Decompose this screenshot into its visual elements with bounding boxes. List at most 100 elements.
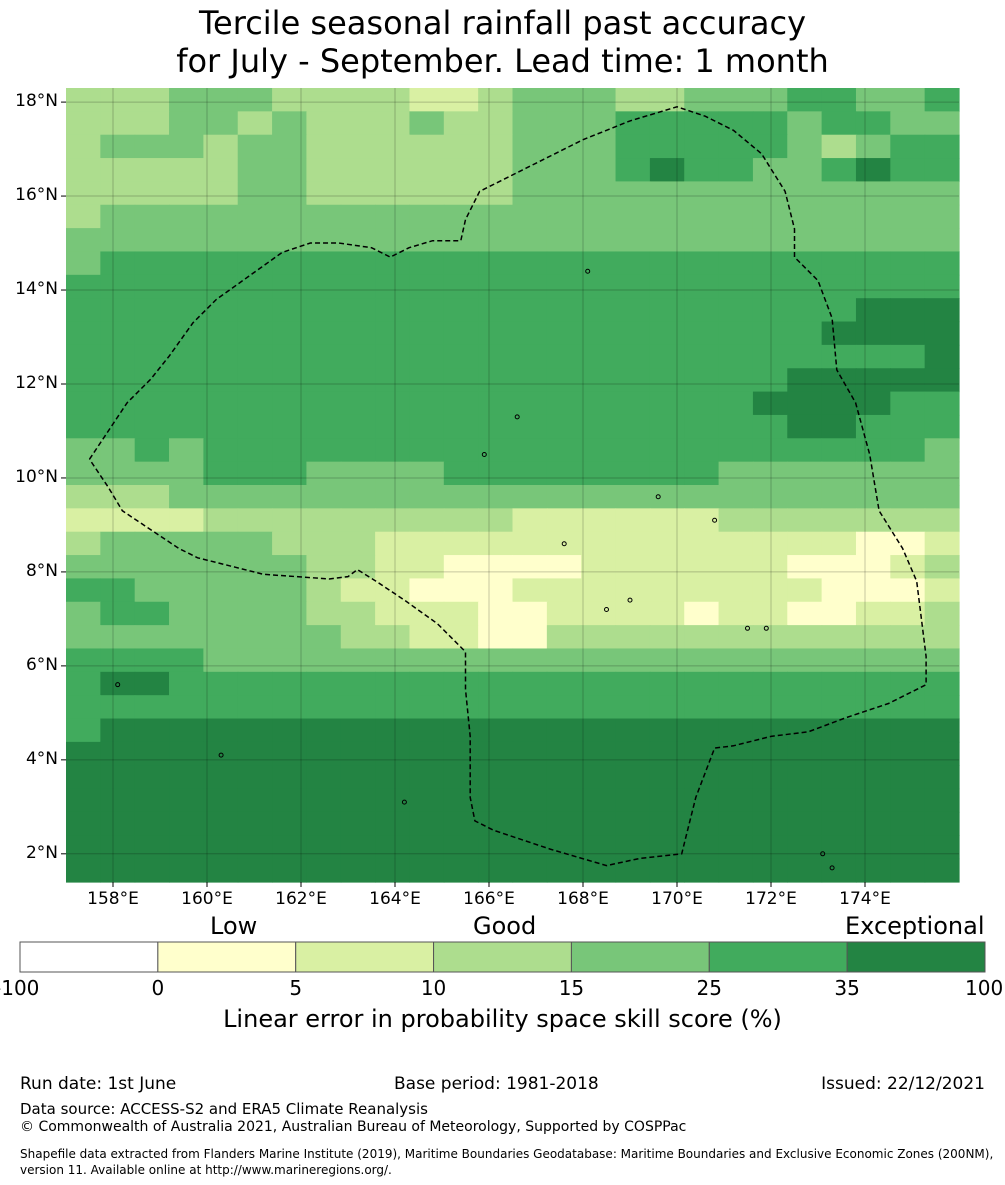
skill-cell [650,859,685,883]
skill-cell [856,345,891,369]
skill-cell [409,251,444,275]
skill-cell [238,625,273,649]
skill-cell [375,251,410,275]
skill-cell [787,532,822,556]
skill-cell [581,392,616,416]
skill-cell [100,392,135,416]
skill-cell [684,251,719,275]
issued-date: Issued: 22/12/2021 [821,1074,985,1094]
skill-cell [581,719,616,743]
skill-cell [341,392,376,416]
skill-cell [306,322,341,346]
skill-cell [684,532,719,556]
skill-cell [135,298,170,322]
skill-cell [238,532,273,556]
skill-cell [238,835,273,859]
skill-cell [925,205,960,229]
skill-cell [822,368,857,392]
skill-cell [135,485,170,509]
skill-cell [409,181,444,205]
skill-cell [513,578,548,602]
skill-cell [238,742,273,766]
skill-cell [375,742,410,766]
skill-cell [547,765,582,789]
skill-cell [306,111,341,135]
skill-cell [890,298,925,322]
skill-cell [272,742,307,766]
skill-cell [753,392,788,416]
skill-cell [719,859,754,883]
colorbar-tick-label: 15 [559,976,584,1000]
skill-cell [478,135,513,159]
skill-cell [753,578,788,602]
skill-cell [135,322,170,346]
skill-cell [478,485,513,509]
skill-cell [925,368,960,392]
skill-cell [650,111,685,135]
skill-cell [547,508,582,532]
skill-cell [203,789,238,813]
skill-cell [444,392,479,416]
skill-cell [341,345,376,369]
skill-cell [684,298,719,322]
skill-cell [856,859,891,883]
skill-cell [650,438,685,462]
skill-cell [203,532,238,556]
skill-cell [478,578,513,602]
skill-cell [444,462,479,486]
skill-cell [787,835,822,859]
skill-cell [890,812,925,836]
skill-cell [66,672,101,696]
skill-cell [135,438,170,462]
skill-cell [169,251,204,275]
skill-cell [135,508,170,532]
skill-cell [822,135,857,159]
skill-cell [375,322,410,346]
skill-cell [925,742,960,766]
skill-cell [272,298,307,322]
skill-cell [66,135,101,159]
skill-cell [513,158,548,182]
skill-cell [616,742,651,766]
skill-cell [375,765,410,789]
skill-cell [238,555,273,579]
skill-cell [684,205,719,229]
skill-cell [478,789,513,813]
skill-cell [753,438,788,462]
skill-cell [375,392,410,416]
skill-cell [135,602,170,626]
skill-cell [684,88,719,112]
skill-cell [100,578,135,602]
skill-cell [719,368,754,392]
skill-cell [719,578,754,602]
skill-cell [444,485,479,509]
skill-cell [375,532,410,556]
skill-cell [925,275,960,299]
skill-cell [341,835,376,859]
skill-cell [135,158,170,182]
skill-cell [890,602,925,626]
skill-cell [925,251,960,275]
skill-cell [925,648,960,672]
skill-cell [444,88,479,112]
skill-cell [719,462,754,486]
skill-cell [856,695,891,719]
colorbar-tick-label: 0 [151,976,164,1000]
skill-cell [890,181,925,205]
skill-cell [375,228,410,252]
skill-cell [822,462,857,486]
colorbar-bin [20,942,158,972]
skill-cell [581,835,616,859]
skill-cell [753,322,788,346]
skill-cell [684,835,719,859]
skill-cell [547,228,582,252]
skill-cell [684,392,719,416]
skill-cell [856,578,891,602]
skill-cell [513,672,548,696]
skill-cell [409,602,444,626]
skill-cell [272,859,307,883]
skill-cell [272,322,307,346]
skill-cell [684,135,719,159]
skill-cell [890,368,925,392]
skill-cell [856,228,891,252]
